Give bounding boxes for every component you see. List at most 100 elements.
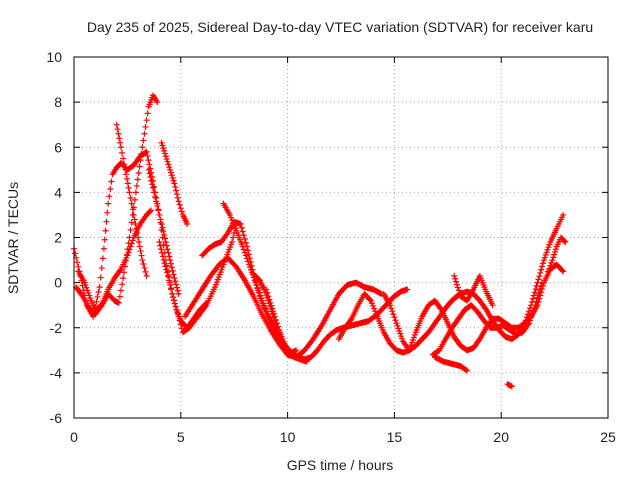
data-point-marker <box>547 262 554 269</box>
data-point-marker <box>129 237 136 244</box>
series-16 <box>451 272 496 309</box>
data-point-marker <box>123 171 130 178</box>
x-tick-label: 20 <box>493 429 509 445</box>
data-point-marker <box>128 200 135 207</box>
data-point-marker <box>242 252 249 259</box>
data-point-marker <box>173 281 180 288</box>
series-6 <box>156 239 210 331</box>
data-point-marker <box>93 298 100 305</box>
data-point-marker <box>272 321 279 328</box>
data-point-marker <box>175 198 182 205</box>
series-15 <box>431 354 471 374</box>
data-point-marker <box>158 139 165 146</box>
data-point-marker <box>132 220 139 227</box>
data-point-marker <box>120 275 127 282</box>
data-point-marker <box>538 279 545 286</box>
data-point-marker <box>368 300 375 307</box>
data-point-marker <box>271 317 278 324</box>
data-point-marker <box>124 252 131 259</box>
data-point-marker <box>170 177 177 184</box>
data-point-marker <box>146 170 153 177</box>
data-point-marker <box>170 297 177 304</box>
data-point-marker <box>127 226 134 233</box>
data-point-marker <box>230 219 237 226</box>
data-point-marker <box>164 246 171 253</box>
data-point-marker <box>146 161 153 168</box>
data-point-marker <box>168 172 175 179</box>
data-point-marker <box>293 347 300 354</box>
data-point-marker <box>540 260 547 267</box>
data-point-marker <box>387 302 394 309</box>
data-point-marker <box>149 181 156 188</box>
data-point-marker <box>164 158 171 165</box>
data-point-marker <box>157 216 164 223</box>
data-point-marker <box>166 164 173 171</box>
data-point-marker <box>560 211 567 218</box>
y-axis-label: SDTVAR / TECUs <box>5 182 21 294</box>
data-point-marker <box>134 176 141 183</box>
data-point-marker <box>166 277 173 284</box>
data-point-marker <box>276 330 283 337</box>
data-point-marker <box>102 227 109 234</box>
data-point-marker <box>539 263 546 270</box>
series-9 <box>220 200 310 365</box>
data-point-marker <box>113 121 120 128</box>
data-point-marker <box>153 198 160 205</box>
data-point-marker <box>147 208 154 215</box>
data-point-marker <box>169 174 176 181</box>
data-point-marker <box>135 234 142 241</box>
data-point-marker <box>173 284 180 291</box>
data-point-marker <box>456 290 463 297</box>
series-13 <box>380 261 567 354</box>
data-point-marker <box>140 137 147 144</box>
data-point-marker <box>127 195 134 202</box>
y-tick-label: -4 <box>50 365 63 381</box>
data-point-marker <box>160 228 167 235</box>
data-point-marker <box>139 257 146 264</box>
data-point-marker <box>452 275 459 282</box>
data-point-marker <box>370 302 377 309</box>
data-point-marker <box>562 239 569 246</box>
data-point-marker <box>534 294 541 301</box>
data-point-marker <box>530 292 537 299</box>
data-point-marker <box>158 246 165 253</box>
data-point-marker <box>124 180 131 187</box>
data-point-marker <box>203 299 210 306</box>
data-point-marker <box>244 255 251 262</box>
data-point-marker <box>131 216 138 223</box>
data-point-marker <box>140 261 147 268</box>
series-17 <box>504 381 515 390</box>
data-point-marker <box>121 161 128 168</box>
data-point-marker <box>155 207 162 214</box>
data-point-marker <box>160 145 167 152</box>
data-point-marker <box>119 281 126 288</box>
data-point-marker <box>100 245 107 252</box>
data-point-marker <box>273 324 280 331</box>
data-point-marker <box>162 239 169 246</box>
data-point-marker <box>176 201 183 208</box>
data-point-marker <box>160 257 167 264</box>
data-point-marker <box>138 150 145 157</box>
data-point-marker <box>148 177 155 184</box>
data-point-marker <box>142 268 149 275</box>
data-point-marker <box>229 217 236 224</box>
data-point-marker <box>404 286 411 293</box>
data-point-marker <box>258 297 265 304</box>
data-point-marker <box>170 271 177 278</box>
data-point-marker <box>240 232 247 239</box>
data-point-marker <box>156 211 163 218</box>
data-point-marker <box>268 308 275 315</box>
y-tick-label: 2 <box>54 230 62 246</box>
data-point-marker <box>261 286 268 293</box>
data-point-marker <box>167 260 174 267</box>
data-point-marker <box>536 273 543 280</box>
data-point-marker <box>167 166 174 173</box>
data-point-marker <box>390 311 397 318</box>
data-point-marker <box>260 300 267 307</box>
data-point-marker <box>117 267 124 274</box>
data-point-marker <box>451 272 458 279</box>
data-point-marker <box>172 183 179 190</box>
x-axis-label: GPS time / hours <box>287 457 394 473</box>
data-point-marker <box>229 239 236 246</box>
